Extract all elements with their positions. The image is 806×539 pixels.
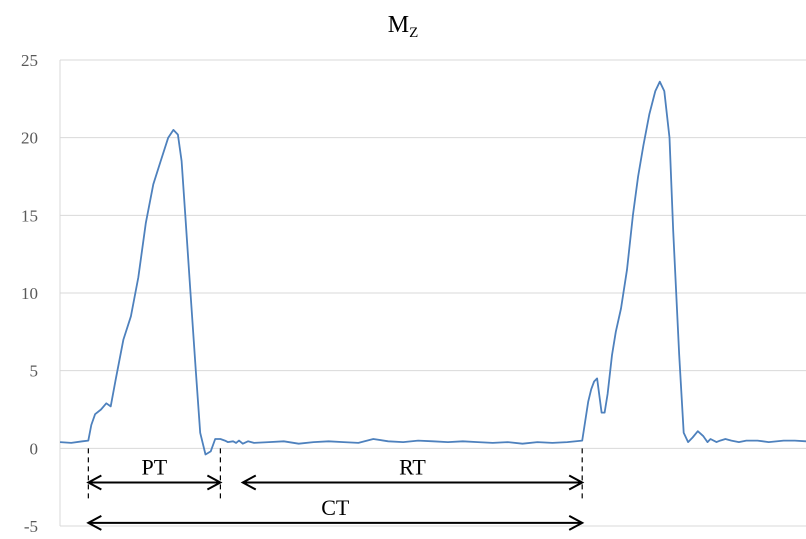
- y-tick-label: 15: [21, 206, 38, 225]
- arrow-head: [568, 515, 585, 531]
- y-tick-label: -5: [24, 517, 38, 536]
- chart-title: MZ: [388, 12, 419, 41]
- chart-title-subscript: Z: [409, 25, 418, 41]
- gridlines: [59, 59, 806, 527]
- annotation-label: RT: [399, 455, 426, 480]
- arrow-head: [568, 474, 585, 491]
- annotation-label: PT: [142, 455, 168, 480]
- arrow-head: [240, 474, 257, 491]
- series-group: [59, 80, 806, 456]
- y-tick-label: 5: [30, 362, 39, 381]
- annotation-group: PT RT CT: [86, 448, 585, 531]
- arrow-head: [86, 515, 102, 531]
- chart-title-main: M: [388, 12, 409, 38]
- y-axis: 25 20 15 10 5 0 -5: [21, 51, 38, 536]
- y-tick-label: 0: [30, 439, 39, 458]
- arrow-head: [206, 474, 223, 491]
- y-tick-label: 25: [21, 51, 38, 70]
- annotation-label: CT: [321, 495, 350, 520]
- series-line: [59, 80, 806, 456]
- arrow-head: [86, 474, 102, 491]
- y-tick-label: 10: [21, 284, 38, 303]
- y-tick-label: 20: [21, 129, 38, 148]
